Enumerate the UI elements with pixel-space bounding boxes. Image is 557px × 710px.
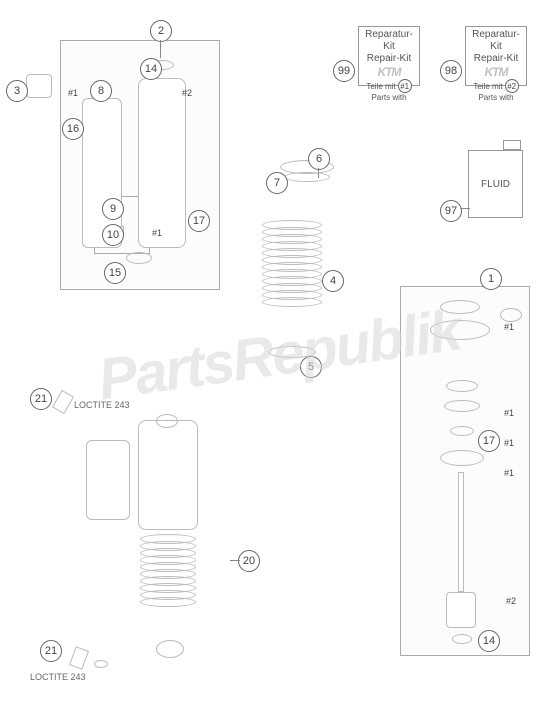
callout-7[interactable]: 7	[266, 172, 288, 194]
piston-rod	[458, 472, 464, 592]
fluid-label: FLUID	[481, 179, 510, 190]
hash-callout: #2	[178, 86, 196, 100]
piston-c	[444, 400, 480, 412]
callout-98[interactable]: 98	[440, 60, 462, 82]
kit2-teile: Teile mit	[473, 82, 502, 92]
kit2-line2: Repair-Kit	[468, 53, 524, 65]
spring-seat-ring	[284, 172, 330, 182]
repair-kit-box-1: Reparatur-Kit Repair-Kit KTM Teile mit #…	[358, 26, 420, 86]
kit1-logo: KTM	[361, 65, 417, 79]
callout-17[interactable]: 17	[188, 210, 210, 232]
hash-callout: #1	[500, 320, 518, 334]
leader	[460, 208, 470, 209]
rod-end-cap	[452, 634, 472, 644]
callout-97[interactable]: 97	[440, 200, 462, 222]
callout-17b[interactable]: 17	[478, 430, 500, 452]
callout-4[interactable]: 4	[322, 270, 344, 292]
shock-bottom-eye	[156, 640, 184, 658]
adjuster-knob	[26, 74, 52, 98]
loctite-note-lower: LOCTITE 243	[30, 672, 86, 682]
piston-d	[450, 426, 474, 436]
hash-callout: #1	[64, 86, 82, 100]
callout-20[interactable]: 20	[238, 550, 260, 572]
piston-top-cap	[440, 300, 480, 314]
bolt-lower-washer	[94, 660, 108, 668]
kit1-parts: Parts with	[361, 93, 417, 103]
fluid-cap	[503, 140, 521, 150]
callout-99[interactable]: 99	[333, 60, 355, 82]
hash-callout: #1	[148, 226, 166, 240]
leader	[160, 40, 161, 58]
callout-10[interactable]: 10	[102, 224, 124, 246]
kit1-line2: Repair-Kit	[361, 53, 417, 65]
kit2-parts: Parts with	[468, 93, 524, 103]
seal-cap	[126, 252, 152, 264]
rod-end	[446, 592, 476, 628]
main-cyl	[138, 78, 186, 248]
callout-21[interactable]: 21	[30, 388, 52, 410]
shock-top-eye	[156, 414, 178, 428]
callout-2[interactable]: 2	[150, 20, 172, 42]
callout-5[interactable]: 5	[300, 356, 322, 378]
kit1-hash: #1	[398, 79, 412, 93]
callout-21b[interactable]: 21	[40, 640, 62, 662]
kit1-line1: Reparatur-Kit	[361, 29, 417, 53]
hash-callout: #1	[500, 466, 518, 480]
piston-b	[446, 380, 478, 392]
callout-1[interactable]: 1	[480, 268, 502, 290]
piston-e	[440, 450, 484, 466]
callout-3[interactable]: 3	[6, 80, 28, 102]
bolt-upper	[52, 390, 74, 414]
callout-14b[interactable]: 14	[478, 630, 500, 652]
hash-callout: #2	[502, 594, 520, 608]
main-spring	[262, 220, 322, 304]
callout-15[interactable]: 15	[104, 262, 126, 284]
kit2-logo: KTM	[468, 65, 524, 79]
bolt-lower	[69, 646, 89, 670]
piston-a	[430, 320, 490, 340]
loctite-note-upper: LOCTITE 243	[74, 400, 130, 410]
leader	[318, 168, 319, 178]
kit1-teile: Teile mit	[366, 82, 395, 92]
kit2-line1: Reparatur-Kit	[468, 29, 524, 53]
callout-6[interactable]: 6	[308, 148, 330, 170]
fluid-bottle: FLUID	[468, 150, 523, 218]
callout-14[interactable]: 14	[140, 58, 162, 80]
callout-9[interactable]: 9	[102, 198, 124, 220]
repair-kit-box-2: Reparatur-Kit Repair-Kit KTM Teile mit #…	[465, 26, 527, 86]
shock-reservoir	[86, 440, 130, 520]
hash-callout: #1	[500, 406, 518, 420]
leader	[230, 560, 240, 561]
callout-8[interactable]: 8	[90, 80, 112, 102]
kit2-hash: #2	[505, 79, 519, 93]
shock-body	[138, 420, 198, 530]
shock-spring	[140, 534, 196, 604]
hash-callout: #1	[500, 436, 518, 450]
callout-16[interactable]: 16	[62, 118, 84, 140]
